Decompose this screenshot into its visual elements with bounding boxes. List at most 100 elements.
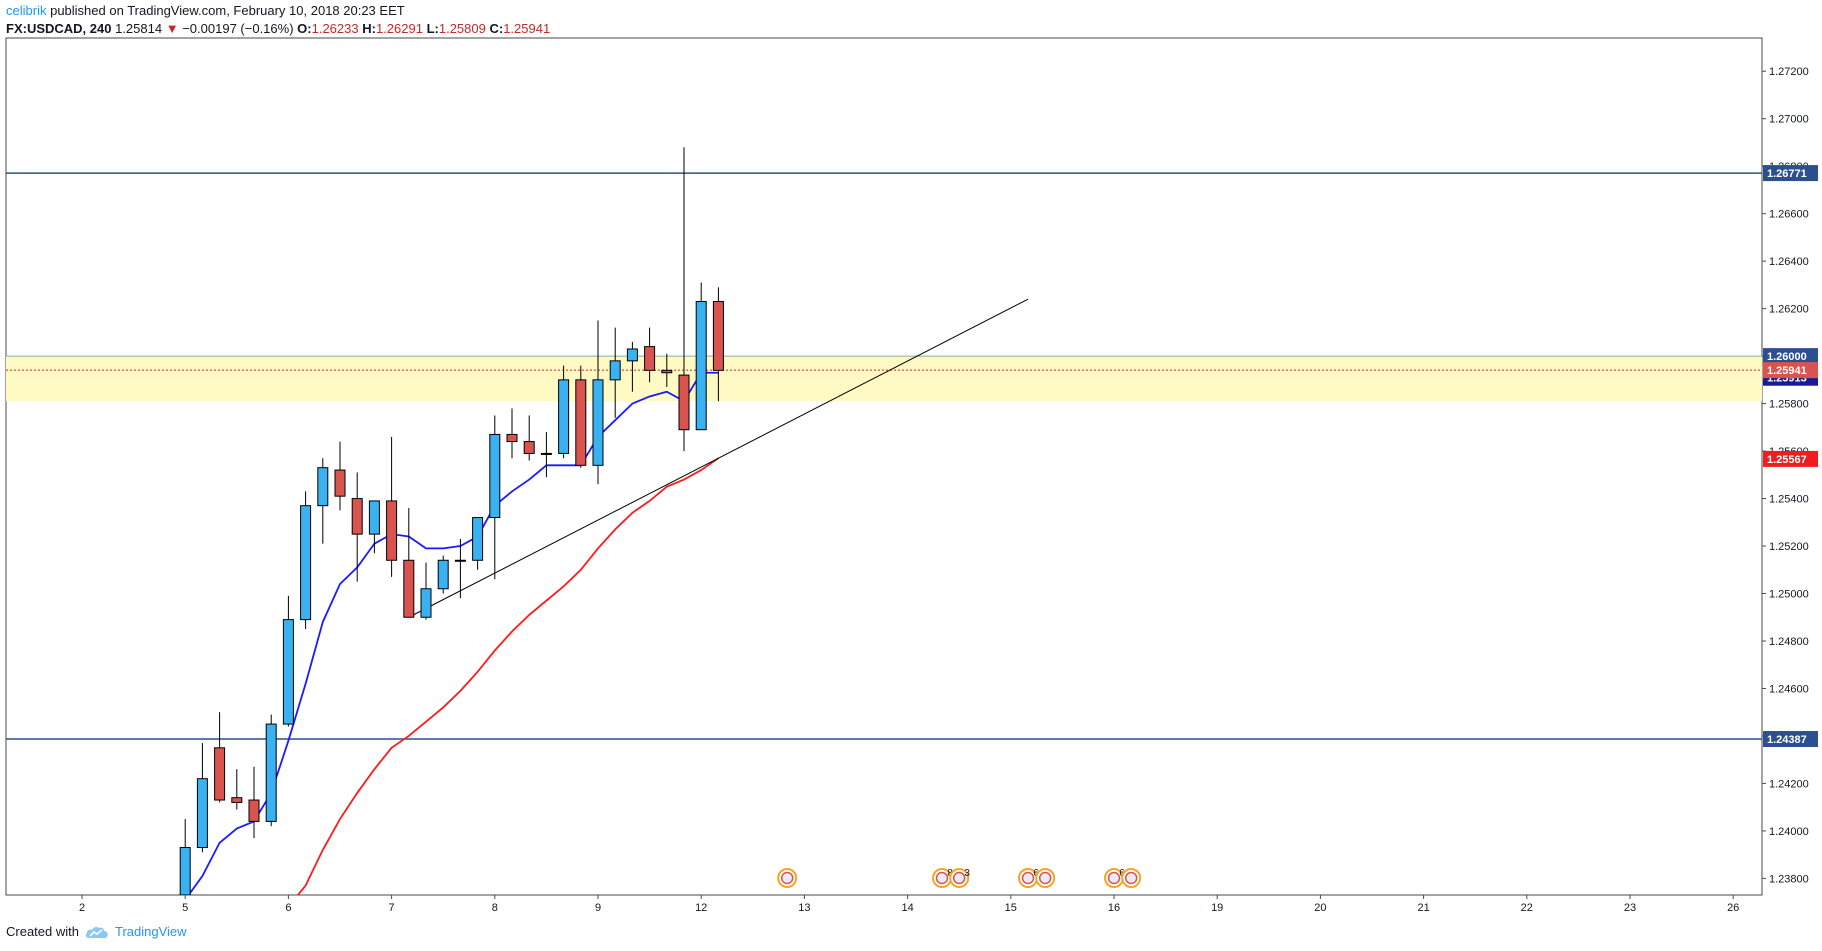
created-with-label: Created with (6, 924, 79, 939)
candle-body (626, 348, 638, 362)
x-tick-label: 19 (1211, 902, 1223, 914)
candle[interactable] (179, 819, 191, 897)
candle[interactable] (472, 517, 484, 570)
candle-body (163, 897, 173, 906)
trendline (408, 298, 1029, 618)
x-tick-label: 14 (901, 902, 913, 914)
candle[interactable] (437, 555, 449, 594)
candle[interactable] (661, 353, 673, 387)
candle-body (317, 467, 329, 507)
down-arrow-icon: ▼ (165, 21, 179, 36)
candle[interactable] (334, 441, 346, 511)
level-tag-upper-bg (1763, 165, 1818, 182)
candle[interactable] (351, 472, 363, 582)
economic-event-icon[interactable] (777, 868, 798, 888)
candle[interactable] (214, 712, 226, 803)
author-link[interactable]: celibrik (6, 3, 47, 18)
y-tick-label: 1.25000 (1769, 589, 1809, 601)
us-flag-icon (1124, 871, 1138, 885)
candle[interactable] (265, 714, 277, 827)
candle-body (403, 559, 415, 618)
y-tick-label: 1.25200 (1769, 541, 1809, 553)
us-flag-icon (1038, 871, 1052, 885)
level-tag-upper: 1.26771 (1763, 165, 1818, 182)
candle-body (592, 379, 604, 466)
open-value: 1.26233 (311, 21, 359, 36)
y-tick-label: 1.26400 (1769, 256, 1809, 268)
candle-body (265, 723, 277, 822)
economic-event-icon[interactable] (1121, 868, 1142, 888)
y-tick-label: 1.26200 (1769, 304, 1809, 316)
last-price: 1.25814 (115, 21, 163, 36)
support-zone (6, 356, 1762, 402)
close-price-tag-bg (1763, 362, 1818, 379)
candle[interactable] (420, 562, 432, 620)
candle[interactable] (506, 408, 518, 459)
close-price-tag: 1.25941 (1763, 362, 1818, 379)
candle[interactable] (626, 341, 638, 392)
y-tick-label: 1.27000 (1769, 114, 1809, 126)
candle-body (179, 847, 191, 895)
symbol-label: FX:USDCAD, 240 (6, 21, 112, 36)
tradingview-brand-link[interactable]: TradingView (114, 924, 187, 939)
candle[interactable] (196, 743, 208, 853)
x-tick-label: 20 (1314, 902, 1326, 914)
candle-body (420, 588, 432, 618)
y-tick-label: 1.24600 (1769, 683, 1809, 695)
economic-event-icon[interactable]: 6 (1018, 868, 1039, 888)
y-tick-label: 1.24000 (1769, 826, 1809, 838)
candle[interactable] (282, 595, 294, 727)
candle-body (437, 559, 449, 590)
candle-body (695, 301, 707, 431)
candle-body (368, 500, 380, 535)
us-flag-icon (935, 871, 949, 885)
y-tick-label: 1.23800 (1769, 873, 1809, 885)
candle[interactable] (558, 365, 570, 459)
candle[interactable] (368, 500, 380, 554)
x-tick-label: 7 (389, 902, 395, 914)
candle[interactable] (163, 895, 173, 914)
y-tick-label: 1.24200 (1769, 778, 1809, 790)
x-tick-label: 2 (79, 902, 85, 914)
ema-fast-line (187, 371, 719, 895)
economic-event-icon[interactable] (1035, 868, 1056, 888)
candle[interactable] (592, 320, 604, 485)
price-change: −0.00197 (−0.16%) (182, 21, 294, 36)
candle[interactable] (454, 538, 466, 599)
x-tick-label: 15 (1005, 902, 1017, 914)
event-count: 3 (964, 868, 970, 879)
candle-body (300, 505, 312, 621)
candle[interactable] (523, 415, 535, 461)
candle-body (678, 374, 690, 431)
candle[interactable] (678, 147, 690, 452)
candle[interactable] (712, 287, 724, 402)
candle[interactable] (609, 327, 621, 418)
candle[interactable] (300, 491, 312, 630)
candle[interactable] (386, 436, 398, 577)
ema-slow-line (296, 457, 719, 895)
candle-body (540, 452, 552, 455)
economic-event-icon[interactable]: 3 (949, 868, 970, 888)
candle[interactable] (248, 766, 260, 839)
candle[interactable] (575, 365, 587, 468)
candle[interactable] (403, 508, 415, 618)
x-tick-label: 23 (1624, 902, 1636, 914)
candle[interactable] (231, 769, 243, 810)
candle[interactable] (540, 432, 552, 478)
x-tick-label: 5 (182, 902, 188, 914)
candle-body (386, 500, 398, 561)
candle[interactable] (644, 327, 656, 383)
candle[interactable] (489, 415, 501, 580)
candle[interactable] (317, 458, 329, 544)
level-tag-lower-text: 1.24387 (1767, 734, 1807, 746)
candle[interactable] (695, 282, 707, 431)
close-label: C: (489, 21, 504, 36)
y-tick-label: 1.25800 (1769, 399, 1809, 411)
us-flag-icon (952, 871, 966, 885)
zone-tag: 1.26000 (1763, 348, 1818, 365)
candle-body (558, 379, 570, 454)
us-flag-icon (1021, 871, 1035, 885)
event-count: 6 (1119, 868, 1125, 879)
us-flag-icon (780, 871, 794, 885)
